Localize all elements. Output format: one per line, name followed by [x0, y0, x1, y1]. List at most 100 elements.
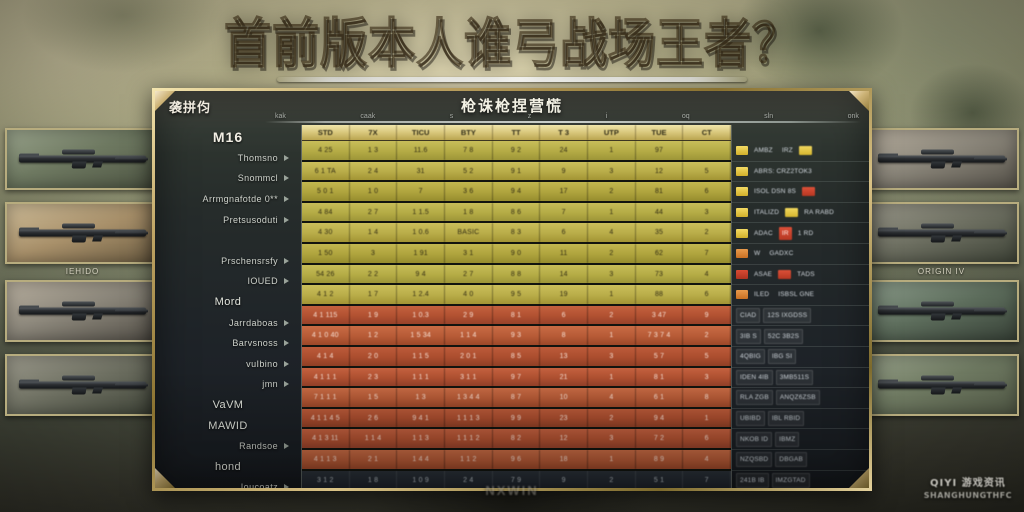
tag-row[interactable]: UBIBD IBL RBID — [732, 409, 869, 430]
tag-chip[interactable]: AMBZ — [754, 147, 773, 155]
table-cell: 14 — [540, 264, 589, 284]
tag-row[interactable]: RLA ZGB ANQZ6ZSB — [732, 388, 869, 409]
tag-row[interactable]: NKOB ID IBMZ — [732, 429, 869, 450]
column-header-cell: UTP — [588, 125, 636, 140]
color-swatch — [736, 228, 748, 238]
tag-chip[interactable]: 12S IXGDSS — [763, 308, 812, 324]
weapon-thumbnail[interactable] — [5, 354, 160, 416]
tag-row[interactable]: ADAC IR 1 RD — [732, 223, 869, 244]
tag-row[interactable]: 3IB S 52C 3B2S — [732, 326, 869, 347]
tag-chip[interactable]: NZQSBD — [736, 452, 773, 468]
tag-row[interactable]: ILED ISBSL GNE — [732, 285, 869, 306]
weapon-thumbnail[interactable] — [5, 202, 160, 264]
tag-chip[interactable] — [802, 187, 816, 197]
tag-chip[interactable]: 4QBIG — [736, 349, 765, 365]
tag-chip[interactable]: ISBSL GNE — [778, 291, 815, 299]
tag-chip[interactable]: 241B IB — [736, 472, 769, 488]
tag-row[interactable]: 241B IB IMZGTAD — [732, 471, 869, 489]
tag-chip[interactable]: IBMZ — [775, 431, 800, 447]
table-cell: 9 — [683, 305, 732, 325]
tag-chip[interactable]: GADXC — [769, 250, 794, 258]
weapon-thumbnail[interactable] — [5, 280, 160, 342]
tag-chip[interactable]: UBIBD — [736, 411, 765, 427]
table-cell: 2 2 — [350, 264, 398, 284]
tag-chip[interactable]: 3IB S — [736, 328, 761, 344]
tag-chip[interactable]: ISOL DSN 8S — [754, 188, 797, 196]
data-matrix-column: STD 7X TICU BTY TT T 3 UTP TUE CT 4 25 1 3 11.6 7 8… — [301, 125, 732, 488]
table-cell: 88 — [636, 285, 684, 304]
tag-chip[interactable] — [778, 269, 792, 279]
tag-chip[interactable]: CIAD — [736, 308, 761, 324]
tag-chip[interactable]: 1 RD — [797, 229, 814, 237]
tag-chip[interactable]: IBG SI — [767, 349, 797, 365]
weapon-thumbnail[interactable] — [5, 128, 160, 190]
weapon-thumbnail[interactable] — [864, 280, 1019, 342]
weapon-thumbnail[interactable] — [864, 128, 1019, 190]
tag-chip[interactable]: ASAE — [754, 270, 773, 278]
title-underline-rule — [277, 77, 747, 82]
tag-chip[interactable]: TADS — [797, 270, 815, 278]
tag-chip[interactable]: IRZ — [781, 147, 793, 155]
tag-chip[interactable]: W — [754, 250, 761, 258]
table-cell: 5 — [683, 161, 732, 181]
tag-chip[interactable]: IMZGTAD — [771, 472, 810, 488]
tag-row[interactable]: ASAE TADS — [732, 265, 869, 286]
tag-chip[interactable]: RLA ZGB — [736, 390, 773, 406]
tag-chip[interactable] — [785, 208, 799, 218]
row-label: Arrmgnafotde 0** — [155, 189, 301, 210]
tag-chip[interactable]: IBL RBID — [767, 411, 805, 427]
table-cell: 4 1 3 11 — [302, 429, 350, 448]
tag-row[interactable]: CIAD 12S IXGDSS — [732, 306, 869, 327]
tag-chip[interactable]: ABRS: CRZ2TOK3 — [754, 167, 812, 175]
tag-chip[interactable]: IR — [778, 226, 792, 240]
tag-chip[interactable]: RA RABD — [804, 209, 835, 217]
tag-chip[interactable] — [798, 146, 812, 156]
row-label: VaVM — [155, 395, 301, 416]
tag-chip[interactable]: ILED — [754, 291, 770, 299]
tag-chip[interactable]: NKOB ID — [736, 431, 773, 447]
table-cell: 1 1 4 — [445, 326, 493, 345]
tag-row[interactable]: ISOL DSN 8S — [732, 182, 869, 203]
tag-chip[interactable]: 52C 3B2S — [763, 328, 804, 344]
table-cell: 3 — [588, 429, 636, 448]
tag-row[interactable]: IDEN 4IB 3MB511S — [732, 368, 869, 389]
row-label: Jarrdaboas — [155, 312, 301, 333]
tag-chip[interactable]: 3MB511S — [775, 369, 814, 385]
tag-row[interactable]: AMBZ IRZ — [732, 141, 869, 162]
table-cell: 4 — [683, 264, 732, 284]
tag-chip[interactable]: ITALIZD — [754, 209, 780, 217]
header-tick: oq — [681, 113, 690, 120]
weapon-thumbnail[interactable] — [864, 354, 1019, 416]
tag-row[interactable]: 4QBIG IBG SI — [732, 347, 869, 368]
tag-chip[interactable]: IDEN 4IB — [736, 369, 773, 385]
row-label-text: Barvsnoss — [232, 338, 278, 349]
rifle-icon — [19, 223, 149, 243]
row-label: M16 — [155, 127, 301, 148]
tag-chip[interactable]: DBGAB — [775, 452, 808, 468]
tag-row[interactable]: W GADXC — [732, 244, 869, 265]
tag-row[interactable]: ABRS: CRZ2TOK3 — [732, 162, 869, 183]
tag-row[interactable]: ITALIZD RA RABD — [732, 203, 869, 224]
tag-chip[interactable]: ADAC — [754, 229, 773, 237]
tag-row[interactable]: NZQSBD DBGAB — [732, 450, 869, 471]
table-cell: 1 1 4 — [350, 429, 398, 448]
weapon-thumbnail[interactable] — [864, 202, 1019, 264]
tag-chip[interactable]: ANQZ6ZSB — [775, 390, 820, 406]
